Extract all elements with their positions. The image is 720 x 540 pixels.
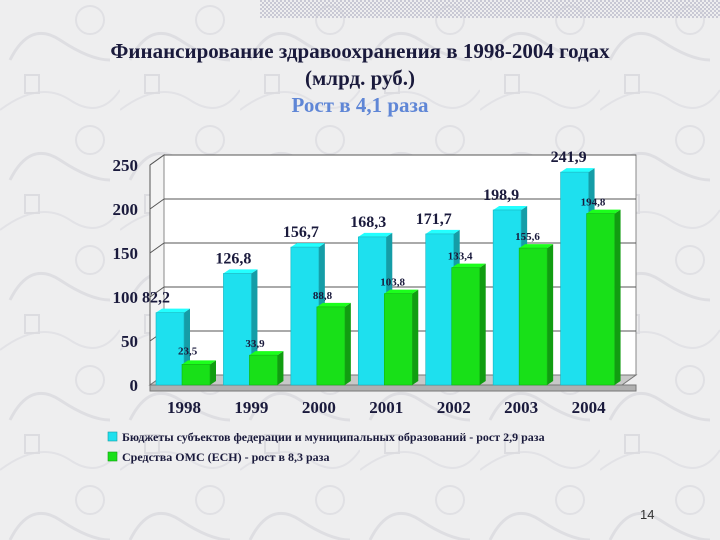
data-label-series1-1999: 126,8 <box>215 250 251 267</box>
bar-series2-2004 <box>586 213 615 386</box>
bar-series2-2004-side <box>614 209 621 385</box>
x-tick-label-2004: 2004 <box>572 398 607 417</box>
bar-series1-1998 <box>155 312 185 386</box>
bar-series1-2004 <box>560 171 589 386</box>
bar-series2-2002-side <box>479 263 486 385</box>
y-tick-label: 250 <box>113 156 139 175</box>
legend-swatch-2 <box>107 451 118 462</box>
bar-series1-2001-top <box>358 232 393 237</box>
bar-series2-2000-side <box>344 302 351 385</box>
bar-series2-1999-top <box>249 351 284 356</box>
data-label-series1-2003: 198,9 <box>483 187 519 204</box>
data-label-series2-2004: 194,8 <box>581 197 606 209</box>
data-label-series2-2002: 133,4 <box>448 251 473 263</box>
legend-swatch-1 <box>107 431 118 442</box>
bar-series1-2003-top <box>493 205 528 210</box>
bar-series2-1998-top <box>182 360 216 365</box>
x-tick-label-2000: 2000 <box>302 398 336 417</box>
bar-series2-2001 <box>383 293 413 386</box>
bar-series1-1998-top <box>156 308 190 313</box>
title-line-1: Финансирование здравоохранения в 1998-20… <box>110 39 610 63</box>
y-tick-label: 0 <box>130 376 139 395</box>
bar-series1-2002-top <box>425 229 460 234</box>
bar-series2-2003-side <box>547 244 554 385</box>
bar-series2-2002 <box>451 267 481 386</box>
data-label-series1-2000: 156,7 <box>283 224 319 241</box>
bar-series2-2003-top <box>519 244 554 249</box>
bar-series1-2000-top <box>290 243 325 248</box>
data-label-series2-1998: 23,5 <box>178 345 198 357</box>
data-label-series2-2003: 155,6 <box>515 231 540 243</box>
legend-label-2: Средства ОМС (ЕСН) - рост в 8,3 раза <box>122 450 329 464</box>
bar-series2-1999-side <box>277 351 284 385</box>
bar-series1-1999 <box>223 273 252 386</box>
bar-series1-2003 <box>492 209 522 386</box>
y-tick-label: 150 <box>113 244 139 263</box>
slide-title: Финансирование здравоохранения в 1998-20… <box>0 38 720 119</box>
bar-series2-2001-side <box>412 289 419 385</box>
page-number: 14 <box>640 507 655 522</box>
data-label-series2-1999: 33,9 <box>245 338 265 350</box>
data-label-series1-2002: 171,7 <box>416 211 452 228</box>
bar-series2-2000 <box>316 306 346 386</box>
bar-series2-2001-top <box>384 289 419 294</box>
data-label-series1-2004: 241,9 <box>551 149 587 166</box>
title-line-2: (млрд. руб.) <box>305 66 415 90</box>
x-tick-label-2002: 2002 <box>437 398 471 417</box>
title-line-3: Рост в 4,1 раза <box>291 93 429 117</box>
x-tick-label-2001: 2001 <box>369 398 403 417</box>
legend-label-1: Бюджеты субъектов федерации и муниципаль… <box>122 430 545 444</box>
bar-series2-2000-top <box>316 302 351 307</box>
bar-series2-1998-side <box>210 360 216 385</box>
bar-series2-2002-top <box>451 263 486 268</box>
data-label-series2-2000: 88,8 <box>313 290 333 302</box>
x-tick-label-1998: 1998 <box>167 398 201 417</box>
gridline-diag <box>149 286 165 298</box>
bar-series2-1998 <box>181 364 211 386</box>
bar-series1-2000 <box>290 246 320 386</box>
gridline-diag <box>149 242 165 254</box>
bar-series2-2004-top <box>586 209 621 214</box>
gridline-diag <box>149 198 165 210</box>
bar-series2-2003 <box>518 247 548 386</box>
y-tick-label: 100 <box>113 288 139 307</box>
x-tick-label-1999: 1999 <box>234 398 268 417</box>
corner-decoration <box>260 0 720 18</box>
data-label-series1-1998: 82,2 <box>142 290 170 307</box>
data-label-series1-2001: 168,3 <box>350 214 386 231</box>
floor-edge <box>149 384 637 392</box>
y-tick-label: 200 <box>113 200 139 219</box>
x-tick-label-2003: 2003 <box>504 398 538 417</box>
bar-series1-1999-top <box>223 269 258 274</box>
bar-series1-2004-top <box>560 168 595 173</box>
y-tick-label: 50 <box>121 332 138 351</box>
gridline-diag <box>149 154 165 166</box>
data-label-series2-2001: 103,8 <box>380 277 405 289</box>
bar-series2-1999 <box>249 354 278 386</box>
bar-series1-2001 <box>357 236 387 386</box>
